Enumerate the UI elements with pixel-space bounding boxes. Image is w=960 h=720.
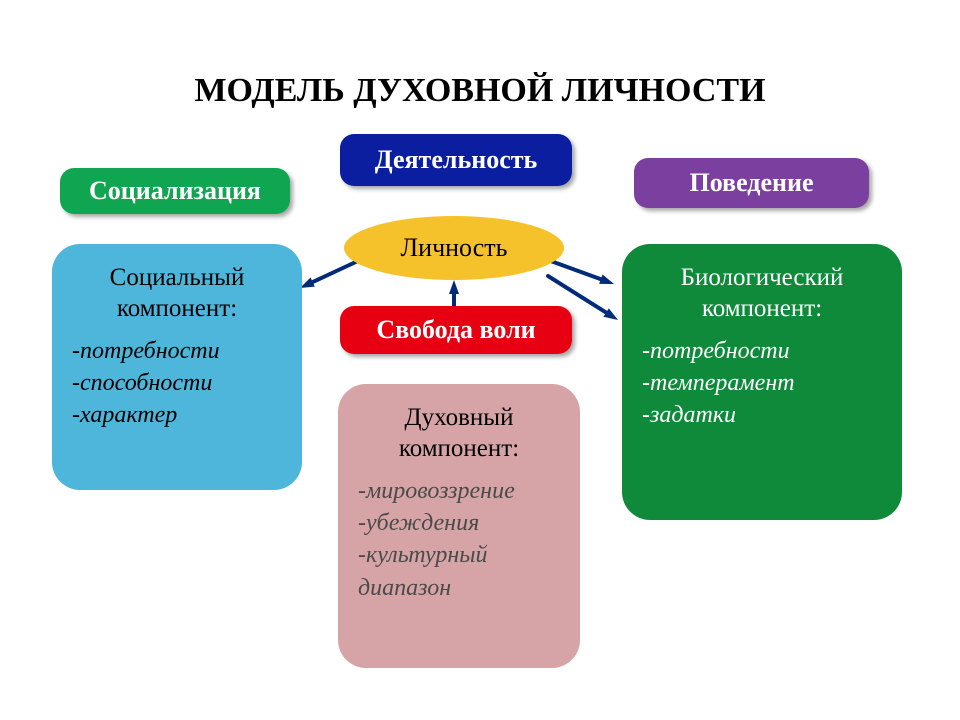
- center-label: Личность: [401, 233, 508, 263]
- panel-bio-list: -потребности -темперамент -задатки: [642, 335, 882, 432]
- panel-spirit-list: -мировоззрение -убеждения -культурный ди…: [358, 475, 560, 605]
- panel-bio-title: Биологический компонент:: [642, 262, 882, 325]
- panel-social: Социальный компонент: -потребности -спос…: [52, 244, 302, 490]
- pill-behavior: Поведение: [634, 158, 869, 208]
- pill-activity: Деятельность: [340, 134, 572, 186]
- panel-spirit: Духовный компонент: -мировоззрение -убеж…: [338, 384, 580, 668]
- pill-socialization: Социализация: [60, 168, 290, 214]
- pill-activity-label: Деятельность: [375, 145, 538, 175]
- panel-social-list: -потребности -способности -характер: [72, 335, 282, 432]
- panel-bio: Биологический компонент: -потребности -т…: [622, 244, 902, 520]
- panel-spirit-title: Духовный компонент:: [358, 402, 560, 465]
- page-title: МОДЕЛЬ ДУХОВНОЙ ЛИЧНОСТИ: [0, 72, 960, 110]
- pill-freewill-label: Свобода воли: [376, 315, 535, 345]
- pill-freewill: Свобода воли: [340, 306, 572, 354]
- pill-behavior-label: Поведение: [689, 168, 813, 198]
- pill-socialization-label: Социализация: [89, 176, 261, 206]
- panel-social-title: Социальный компонент:: [72, 262, 282, 325]
- center-ellipse: Личность: [344, 216, 564, 280]
